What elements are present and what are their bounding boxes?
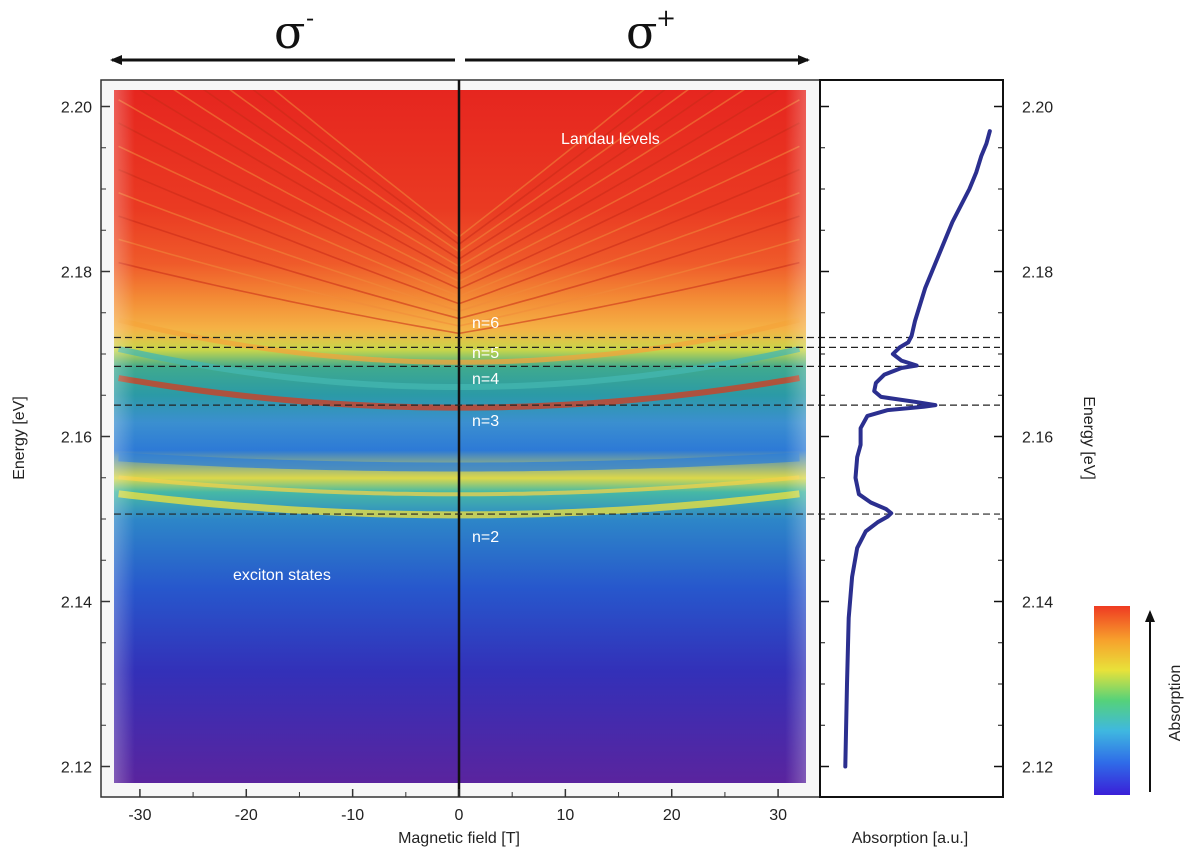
absorption-y-ticks: 2.12 2.14 2.16 2.18 2.20: [820, 100, 1053, 777]
exciton-states-label: exciton states: [233, 567, 331, 584]
abs-y-tick-label: 2.20: [1022, 100, 1053, 117]
absorption-curve: [843, 129, 992, 769]
heatmap-panel: -30 -20 -10 0 10 20 30 2.12 2.14 2.16 2.18 2.20: [61, 79, 821, 824]
x-tick-label: 30: [769, 807, 787, 824]
n4-label: n=4: [472, 371, 499, 388]
reference-dashed-lines: [114, 336, 1000, 515]
n6-label: n=6: [472, 315, 499, 332]
sigma-plus-sup: +: [656, 4, 676, 32]
polarization-arrows: σ - σ +: [110, 4, 810, 65]
abs-y-tick-label: 2.12: [1022, 760, 1053, 777]
n5-label: n=5: [472, 345, 499, 362]
abs-y-tick-label: 2.18: [1022, 265, 1053, 282]
x-tick-label: 20: [663, 807, 681, 824]
x-tick-label: -20: [235, 807, 258, 824]
heatmap-x-axis-label: Magnetic field [T]: [398, 830, 520, 847]
y-tick-label: 2.20: [61, 100, 92, 117]
heatmap-y-ticks: 2.12 2.14 2.16 2.18 2.20: [61, 100, 110, 777]
landau-levels-label: Landau levels: [561, 131, 660, 148]
x-tick-label: -10: [341, 807, 364, 824]
heatmap-x-ticks: -30 -20 -10 0 10 20 30: [128, 789, 787, 824]
y-tick-label: 2.16: [61, 430, 92, 447]
heatmap-y-axis-label: Energy [eV]: [11, 396, 28, 480]
n3-label: n=3: [472, 413, 499, 430]
sigma-minus-label: σ: [274, 5, 305, 59]
colorbar: Absorption: [1094, 606, 1184, 795]
heatmap-annotations: Landau levels exciton states n=6 n=5 n=4…: [233, 131, 660, 584]
y-tick-label: 2.14: [61, 595, 92, 612]
abs-y-tick-label: 2.14: [1022, 595, 1053, 612]
colorbar-label: Absorption: [1167, 665, 1184, 742]
absorption-y-axis-label: Energy [eV]: [1080, 396, 1097, 480]
sigma-plus-label: σ: [626, 5, 657, 59]
n2-label: n=2: [472, 529, 499, 546]
absorption-panel: 2.12 2.14 2.16 2.18 2.20: [819, 79, 1053, 798]
abs-y-tick-label: 2.16: [1022, 430, 1053, 447]
y-tick-label: 2.18: [61, 265, 92, 282]
x-tick-label: -30: [128, 807, 151, 824]
y-tick-label: 2.12: [61, 760, 92, 777]
colorbar-gradient: [1094, 606, 1130, 795]
sigma-minus-sup: -: [306, 4, 314, 32]
x-tick-label: 0: [455, 807, 464, 824]
absorption-frame: [819, 79, 1004, 798]
absorption-x-axis-label: Absorption [a.u.]: [852, 830, 969, 847]
x-tick-label: 10: [556, 807, 574, 824]
